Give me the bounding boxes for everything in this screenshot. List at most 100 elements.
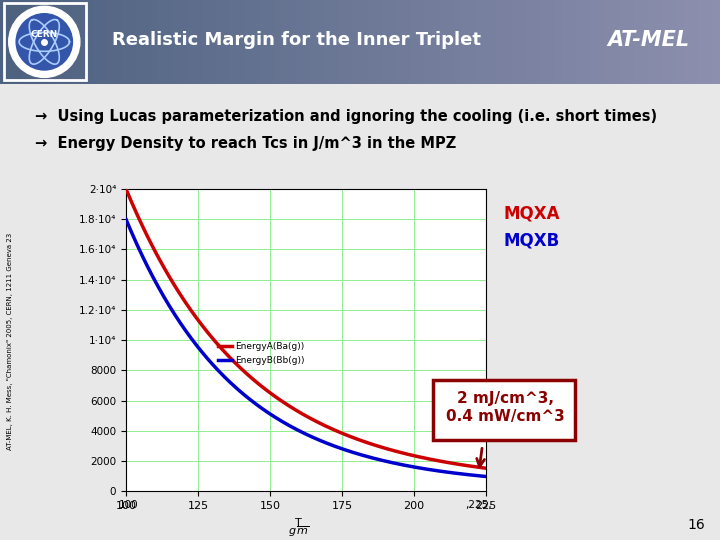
Bar bbox=[130, 0, 137, 84]
Bar bbox=[655, 0, 662, 84]
Bar bbox=[389, 0, 396, 84]
Circle shape bbox=[16, 14, 73, 70]
Bar bbox=[324, 0, 331, 84]
Bar bbox=[684, 0, 691, 84]
Bar bbox=[137, 0, 144, 84]
Bar bbox=[583, 0, 590, 84]
Bar bbox=[641, 0, 648, 84]
Bar bbox=[108, 0, 115, 84]
Bar bbox=[468, 0, 475, 84]
Text: MQXB: MQXB bbox=[504, 232, 560, 249]
Bar bbox=[670, 0, 677, 84]
Legend: EnergyA(Ba(g)), EnergyB(Bb(g)): EnergyA(Ba(g)), EnergyB(Bb(g)) bbox=[215, 339, 309, 368]
Bar bbox=[360, 0, 367, 84]
Bar bbox=[310, 0, 317, 84]
Bar bbox=[144, 0, 151, 84]
Bar bbox=[403, 0, 410, 84]
Bar bbox=[288, 0, 295, 84]
Text: Realistic Margin for the Inner Triplet: Realistic Margin for the Inner Triplet bbox=[112, 31, 481, 49]
Bar bbox=[433, 380, 575, 440]
Bar bbox=[79, 0, 86, 84]
Bar bbox=[346, 0, 353, 84]
Bar bbox=[396, 0, 403, 84]
Bar bbox=[353, 0, 360, 84]
Bar bbox=[504, 0, 511, 84]
Bar bbox=[72, 0, 79, 84]
Bar bbox=[626, 0, 634, 84]
Bar bbox=[511, 0, 518, 84]
Text: AT-MEL, K. H. Mess, "Chamonix" 2005, CERN, 1211 Geneva 23: AT-MEL, K. H. Mess, "Chamonix" 2005, CER… bbox=[7, 233, 13, 450]
Bar bbox=[490, 0, 497, 84]
Text: $g\,\overline{m}$: $g\,\overline{m}$ bbox=[288, 524, 310, 538]
Bar bbox=[202, 0, 209, 84]
Bar bbox=[706, 0, 713, 84]
Bar bbox=[4, 3, 86, 80]
Bar bbox=[533, 0, 540, 84]
Bar bbox=[382, 0, 389, 84]
Bar bbox=[367, 0, 374, 84]
Bar bbox=[317, 0, 324, 84]
Bar bbox=[86, 0, 94, 84]
Bar bbox=[209, 0, 216, 84]
Text: MQXA: MQXA bbox=[504, 205, 560, 222]
Bar bbox=[677, 0, 684, 84]
Bar bbox=[497, 0, 504, 84]
Bar bbox=[648, 0, 655, 84]
Bar bbox=[302, 0, 310, 84]
Bar bbox=[180, 0, 187, 84]
Bar bbox=[374, 0, 382, 84]
Bar bbox=[634, 0, 641, 84]
Bar bbox=[698, 0, 706, 84]
Text: 100: 100 bbox=[118, 500, 138, 510]
Bar bbox=[151, 0, 158, 84]
Bar bbox=[259, 0, 266, 84]
Bar bbox=[281, 0, 288, 84]
Bar bbox=[425, 0, 432, 84]
Text: 16: 16 bbox=[688, 518, 705, 532]
Bar bbox=[65, 0, 72, 84]
Bar bbox=[115, 0, 122, 84]
Bar bbox=[173, 0, 180, 84]
Bar bbox=[540, 0, 547, 84]
Bar bbox=[562, 0, 569, 84]
Bar bbox=[569, 0, 576, 84]
Circle shape bbox=[9, 6, 80, 77]
Text: →  Using Lucas parameterization and ignoring the cooling (i.e. short times): → Using Lucas parameterization and ignor… bbox=[35, 109, 657, 124]
Bar bbox=[7, 0, 14, 84]
Bar bbox=[605, 0, 612, 84]
Text: →  Energy Density to reach Tcs in J/m^3 in the MPZ: → Energy Density to reach Tcs in J/m^3 i… bbox=[35, 136, 456, 151]
Bar bbox=[662, 0, 670, 84]
Bar bbox=[194, 0, 202, 84]
Bar bbox=[338, 0, 346, 84]
Bar bbox=[410, 0, 418, 84]
Bar bbox=[691, 0, 698, 84]
Bar bbox=[50, 0, 58, 84]
Bar bbox=[418, 0, 425, 84]
Bar bbox=[590, 0, 598, 84]
Bar bbox=[230, 0, 238, 84]
Text: ,225,: ,225, bbox=[466, 500, 492, 510]
Bar bbox=[518, 0, 526, 84]
Bar bbox=[58, 0, 65, 84]
Text: 2 mJ/cm^3,
0.4 mW/cm^3: 2 mJ/cm^3, 0.4 mW/cm^3 bbox=[446, 392, 565, 424]
Bar bbox=[547, 0, 554, 84]
Text: T: T bbox=[295, 518, 302, 529]
Bar bbox=[713, 0, 720, 84]
Bar bbox=[29, 0, 36, 84]
Bar bbox=[612, 0, 619, 84]
Bar bbox=[266, 0, 274, 84]
Bar bbox=[158, 0, 166, 84]
Bar bbox=[482, 0, 490, 84]
Bar bbox=[554, 0, 562, 84]
Bar bbox=[0, 0, 7, 84]
Bar bbox=[43, 0, 50, 84]
Bar bbox=[22, 0, 29, 84]
Bar bbox=[576, 0, 583, 84]
Text: CERN: CERN bbox=[31, 30, 58, 39]
Bar bbox=[454, 0, 461, 84]
Bar bbox=[216, 0, 223, 84]
Bar bbox=[331, 0, 338, 84]
Bar bbox=[245, 0, 252, 84]
Bar bbox=[36, 0, 43, 84]
Bar bbox=[475, 0, 482, 84]
